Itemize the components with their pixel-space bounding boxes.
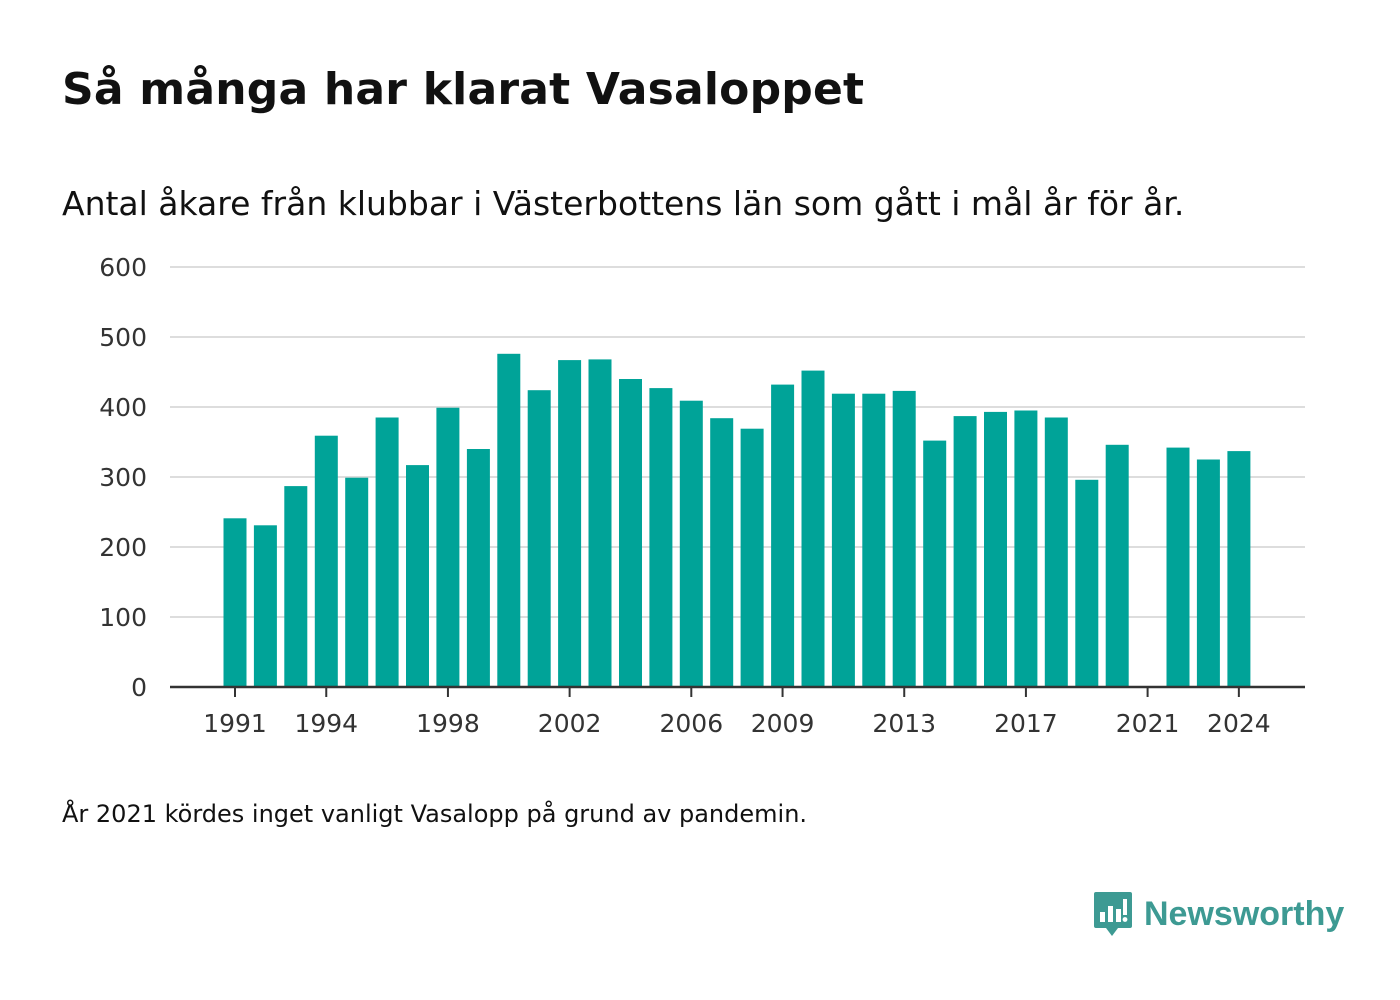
bar-2006 [679,400,703,687]
bar-1998 [436,407,460,687]
bars [223,353,1251,687]
x-tick-label: 1991 [203,709,267,738]
chart-subtitle: Antal åkare från klubbar i Västerbottens… [62,184,1185,223]
bar-1991 [223,518,247,687]
bar-2000 [497,353,521,687]
x-tick-label: 1994 [294,709,358,738]
y-tick-label: 600 [99,253,147,282]
bar-2009 [771,384,795,687]
x-tick-label: 2017 [994,709,1058,738]
bar-2015 [953,416,977,687]
x-axis-ticks: 1991 1994 1998 2002 2006 2009 2013 2017 2021 2024 [203,687,1271,738]
y-tick-label: 200 [99,533,147,562]
brand-name: Newsworthy [1144,894,1345,933]
bar-2014 [923,440,947,687]
bar-2017 [1014,410,1038,687]
bar-2019 [1075,479,1099,687]
bar-2013 [892,390,916,687]
bar-2003 [588,359,612,687]
bar-2004 [619,379,642,687]
bar-2010 [801,370,825,687]
bar-2023 [1196,459,1220,687]
bar-2022 [1166,447,1190,687]
bar-chart: 0 100 200 300 400 500 600 1991 1994 1998 2002 2006… [99,253,1305,738]
y-tick-label: 500 [99,323,147,352]
bar-1994 [314,435,338,687]
bar-2002 [558,360,582,687]
bar-1992 [253,525,277,687]
x-tick-label: 1998 [416,709,480,738]
chart-title: Så många har klarat Vasaloppet [62,64,865,115]
bar-1997 [406,465,429,687]
y-tick-label: 0 [131,673,147,702]
y-tick-label: 100 [99,603,147,632]
x-tick-label: 2013 [872,709,936,738]
newsworthy-logo-icon [1094,892,1132,936]
bar-2012 [862,393,886,687]
y-tick-label: 300 [99,463,147,492]
footnote: År 2021 kördes inget vanligt Vasalopp på… [62,800,808,828]
x-tick-label: 2002 [538,709,602,738]
bar-2008 [740,428,764,687]
bar-2024 [1227,451,1251,687]
y-axis-labels: 0 100 200 300 400 500 600 [99,253,147,702]
x-tick-label: 2024 [1207,709,1271,738]
x-tick-label: 2021 [1116,709,1180,738]
newsworthy-brand[interactable]: Newsworthy [1092,890,1344,938]
bar-1996 [375,417,399,687]
x-tick-label: 2006 [659,709,723,738]
bar-1993 [284,486,308,687]
bar-2011 [831,393,855,687]
bar-1999 [466,449,490,687]
x-tick-label: 2009 [751,709,815,738]
bar-2020 [1105,444,1129,687]
bar-2007 [710,418,734,687]
gridlines [170,266,1305,618]
bar-2016 [984,411,1007,687]
bar-2001 [527,390,551,687]
y-tick-label: 400 [99,393,147,422]
bar-1995 [345,477,369,687]
bar-2018 [1044,417,1068,687]
bar-2005 [649,388,673,687]
